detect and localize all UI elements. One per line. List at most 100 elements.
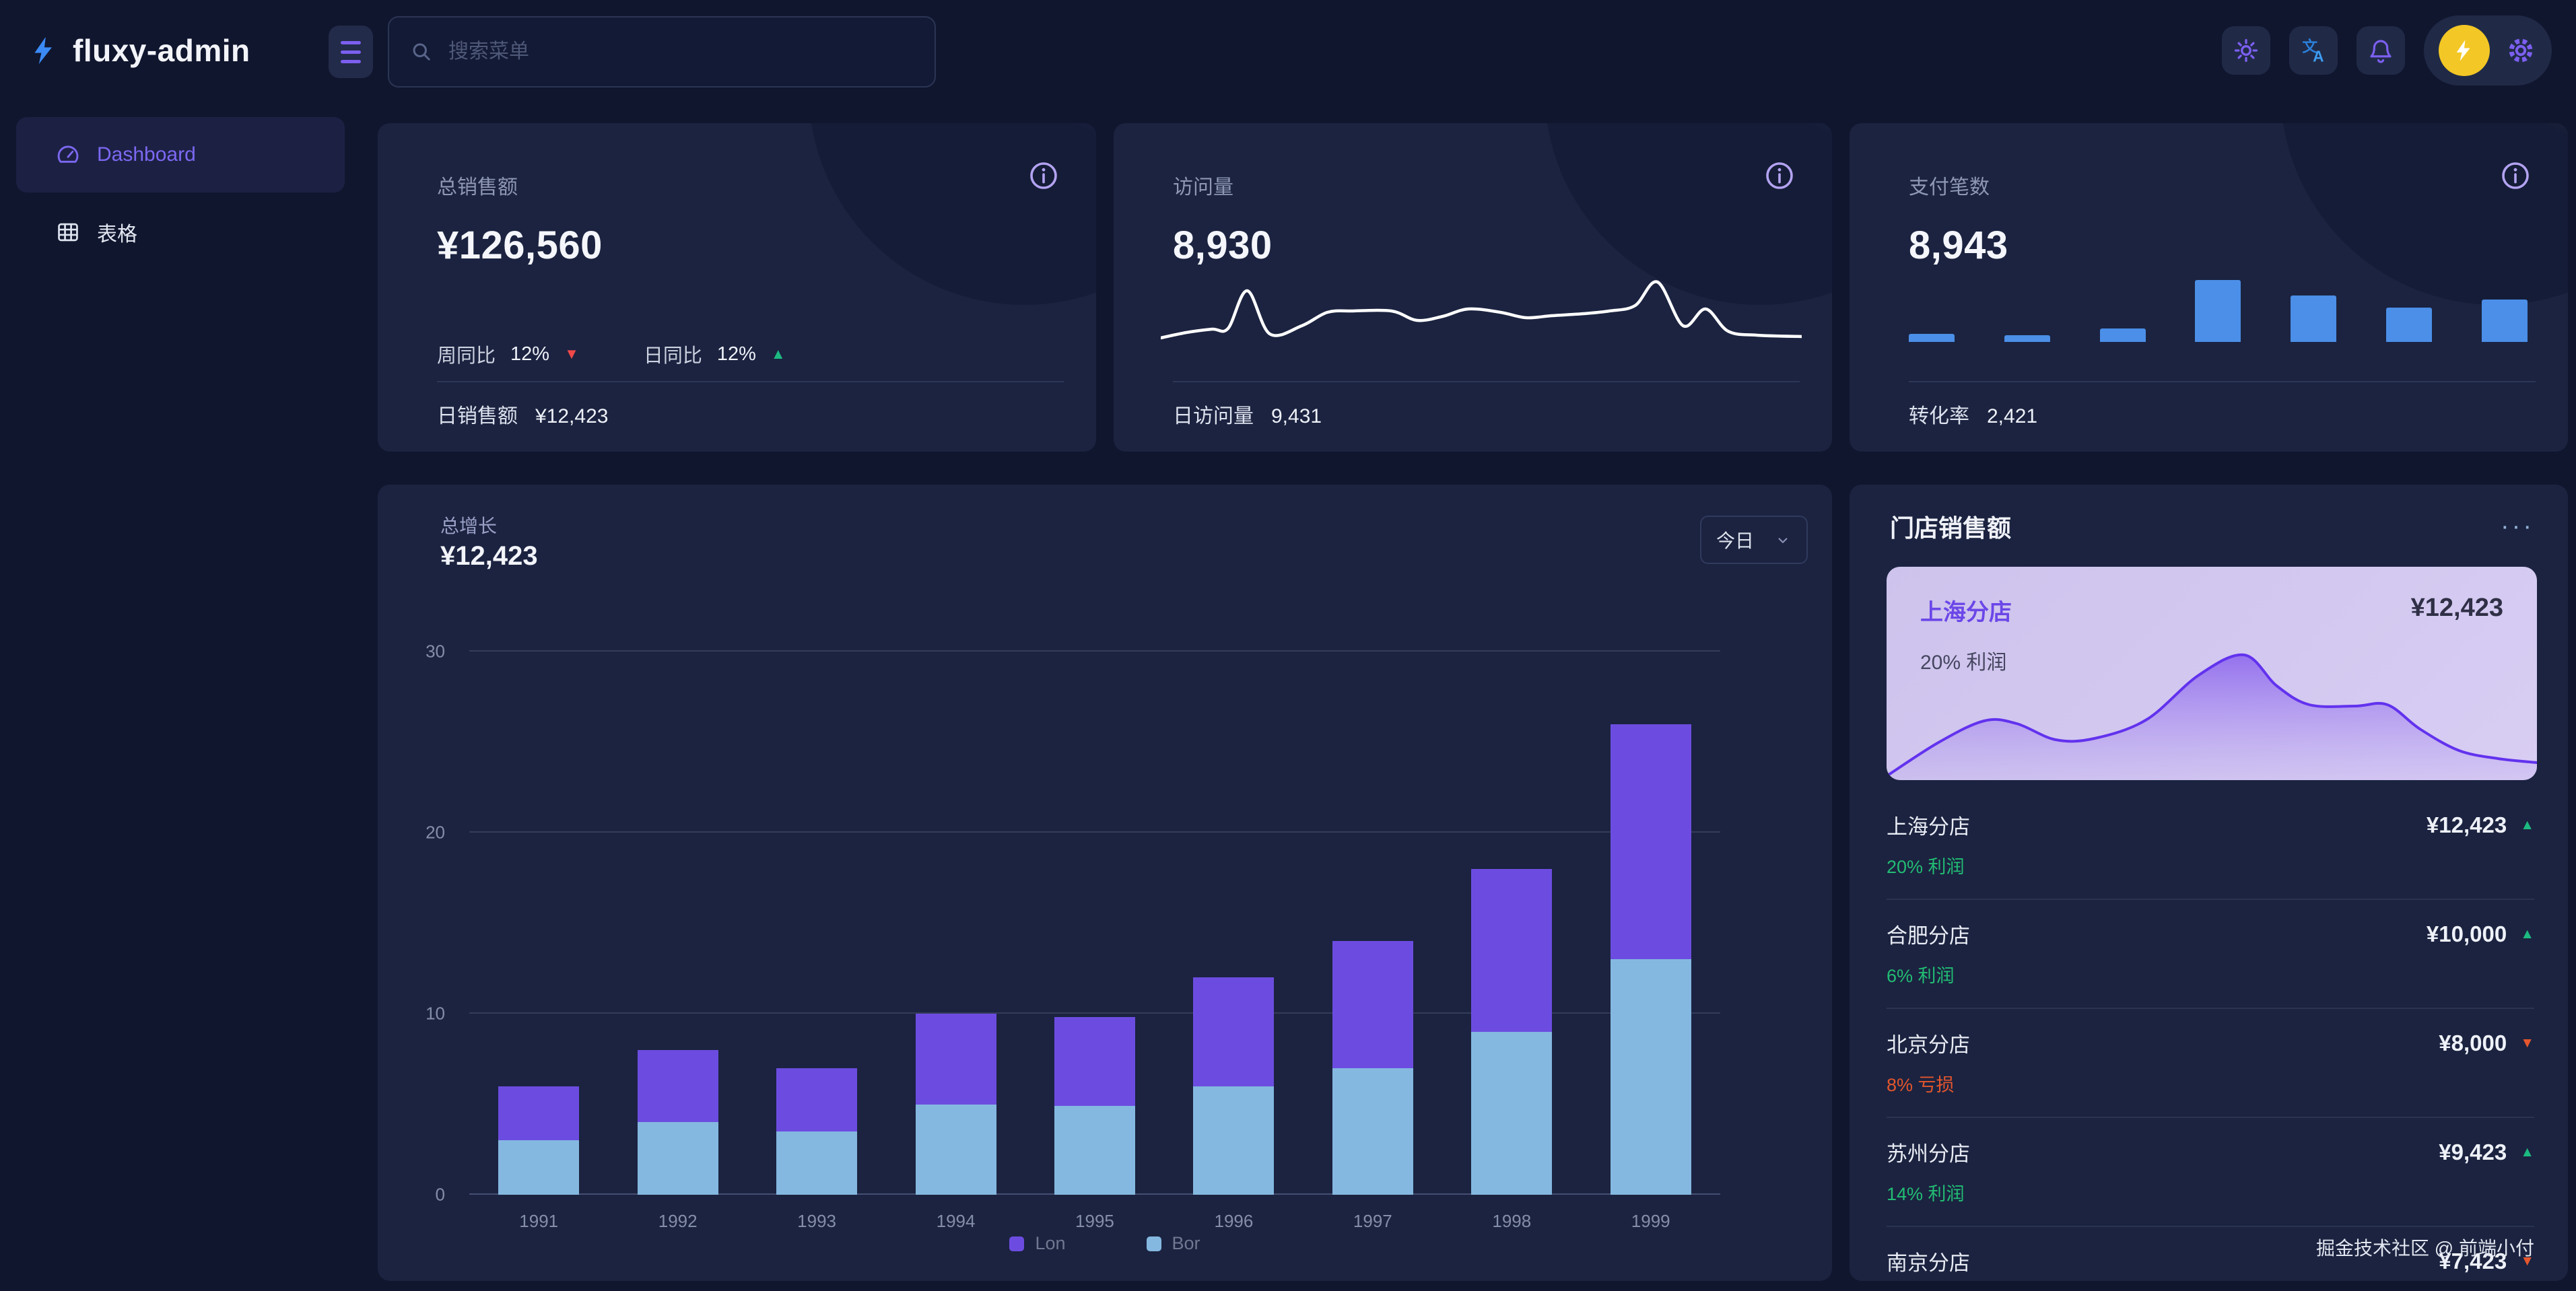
info-icon[interactable]: [2499, 160, 2532, 192]
sidebar: Dashboard 表格: [0, 101, 377, 1291]
chevron-down-icon: [1778, 538, 1788, 543]
metric-day: 日同比 12% ▲: [643, 343, 786, 368]
svg-text:A: A: [2313, 48, 2324, 65]
x-axis-tick: 1997: [1353, 1211, 1392, 1231]
sidebar-item-label: 表格: [97, 223, 137, 246]
stacked-bar-chart: 0 10 20 30 1991 1992 1993 1994 1995 1996 1997 1998 1…: [426, 641, 1720, 1231]
store-row-nanjing[interactable]: 南京分店 ¥7,423 ▼ 6% 亏损: [1887, 1248, 2534, 1276]
store-row-hefei[interactable]: 合肥分店 ¥10,000 ▲ 6% 利润: [1887, 900, 2534, 1009]
bar-1997: 1997: [1332, 652, 1413, 1231]
divider: [1909, 381, 2536, 382]
sidebar-item-table[interactable]: 表格: [16, 202, 345, 263]
bar-1996: 1996: [1193, 652, 1275, 1231]
gridline-30: [469, 650, 1720, 652]
bar-1991: 1991: [498, 652, 580, 1231]
gauge-icon: [57, 145, 79, 163]
x-axis-tick: 1993: [797, 1211, 837, 1231]
card-footer: 日销售额 ¥12,423: [437, 405, 609, 427]
search-box: [388, 16, 936, 88]
x-axis-tick: 1995: [1075, 1211, 1114, 1231]
bar-segment-lon: [1054, 1017, 1135, 1107]
card-metrics: 周同比 12% ▼ 日同比 12% ▲: [437, 340, 850, 368]
card-value: 8,943: [1909, 223, 2008, 267]
card-value: ¥126,560: [437, 223, 603, 267]
translate-icon: 文 A: [2302, 38, 2324, 65]
bar-1992: 1992: [637, 652, 718, 1231]
svg-text:文: 文: [2302, 38, 2317, 55]
card-title: 支付笔数: [1909, 176, 1990, 199]
logo-bolt-icon: [34, 36, 52, 65]
visits-sparkline-chart: [1161, 275, 1802, 349]
trend-down-icon: ▼: [2520, 1035, 2534, 1051]
y-axis-tick: 30: [426, 641, 445, 662]
highlight-store-value: ¥12,423: [2410, 594, 2503, 622]
bar-segment-lon: [1471, 868, 1553, 1032]
header-actions: 文 A: [2222, 0, 2552, 101]
info-icon[interactable]: [1763, 160, 1796, 192]
mini-bar: [2004, 335, 2050, 342]
mini-bar: [2195, 280, 2241, 342]
trend-up-icon: ▲: [2520, 926, 2534, 942]
user-menu[interactable]: [2424, 15, 2552, 85]
chart-legend: Lon Bor: [378, 1233, 1832, 1254]
date-range-select[interactable]: 今日: [1700, 516, 1808, 564]
bar-segment-bor: [1471, 1031, 1553, 1195]
table-icon: [58, 223, 78, 242]
mini-bar: [2099, 328, 2146, 342]
more-menu-button[interactable]: ···: [2501, 512, 2534, 540]
sidebar-toggle-button[interactable]: [329, 26, 373, 78]
bar-1993: 1993: [776, 652, 858, 1231]
store-sales-card: 门店销售额 ··· 上海分店 ¥12,423 20% 利润: [1850, 485, 2568, 1281]
store-area-chart: [1887, 646, 2537, 780]
x-axis-tick: 1991: [519, 1211, 559, 1231]
card-footer: 转化率 2,421: [1909, 405, 2038, 427]
settings-gear-icon[interactable]: [2505, 34, 2537, 67]
bar-1995: 1995: [1054, 652, 1135, 1231]
store-row-suzhou[interactable]: 苏州分店 ¥9,423 ▲ 14% 利润: [1887, 1118, 2534, 1227]
theme-toggle-button[interactable]: [2222, 26, 2270, 75]
bar-segment-lon: [637, 1049, 718, 1123]
app-title: fluxy-admin: [73, 33, 250, 68]
store-row-shanghai[interactable]: 上海分店 ¥12,423 ▲ 20% 利润: [1887, 791, 2534, 900]
bar-segment-lon: [1193, 977, 1275, 1086]
hamburger-icon: [341, 40, 361, 44]
bar-segment-bor: [498, 1140, 580, 1195]
growth-chart-card: 总增长 ¥12,423 今日 0 10 20 30 1991 1992 1993 1994 19…: [378, 485, 1832, 1281]
sidebar-item-dashboard[interactable]: Dashboard: [16, 117, 345, 193]
growth-amount: ¥12,423: [440, 541, 538, 571]
x-axis-tick: 1999: [1631, 1211, 1670, 1231]
sidebar-item-label: Dashboard: [97, 143, 196, 166]
gridline-20: [469, 831, 1720, 833]
info-icon[interactable]: [1027, 160, 1060, 192]
bar-segment-bor: [1054, 1106, 1135, 1195]
bar-segment-bor: [1193, 1086, 1275, 1195]
legend-swatch: [1009, 1236, 1025, 1251]
bar-segment-bor: [637, 1122, 718, 1195]
user-avatar[interactable]: [2439, 25, 2490, 76]
store-list: 上海分店 ¥12,423 ▲ 20% 利润 合肥分店 ¥10,000 ▲ 6% …: [1887, 791, 2534, 1281]
bar-segment-lon: [1332, 941, 1413, 1068]
trend-up-icon: ▲: [770, 345, 786, 362]
growth-title: 总增长: [440, 516, 498, 536]
x-axis-tick: 1992: [658, 1211, 698, 1231]
language-button[interactable]: 文 A: [2289, 26, 2338, 75]
card-value: 8,930: [1173, 223, 1273, 267]
metric-week: 周同比 12% ▼: [437, 343, 579, 368]
top-header: fluxy-admin: [0, 0, 2576, 101]
bar-segment-bor: [915, 1104, 996, 1195]
bar-segment-lon: [498, 1086, 580, 1141]
bar-1994: 1994: [915, 652, 996, 1231]
stat-card-visits: 访问量 8,930 日访问量 9,431: [1114, 123, 1832, 452]
notifications-button[interactable]: [2357, 26, 2405, 75]
bar-segment-lon: [1610, 724, 1691, 960]
store-highlight-card[interactable]: 上海分店 ¥12,423 20% 利润: [1887, 567, 2537, 780]
trend-down-icon: ▼: [2520, 1253, 2534, 1269]
legend-item-lon: Lon: [1009, 1233, 1066, 1254]
bar-1998: 1998: [1471, 652, 1553, 1231]
store-row-beijing[interactable]: 北京分店 ¥8,000 ▼ 8% 亏损: [1887, 1009, 2534, 1118]
mini-bar: [2291, 295, 2337, 342]
search-input[interactable]: [448, 18, 935, 86]
y-axis-tick: 10: [426, 1003, 445, 1024]
stat-card-total-sales: 总销售额 ¥126,560 周同比 12% ▼ 日同比 12% ▲ 日销售额 ¥…: [378, 123, 1096, 452]
